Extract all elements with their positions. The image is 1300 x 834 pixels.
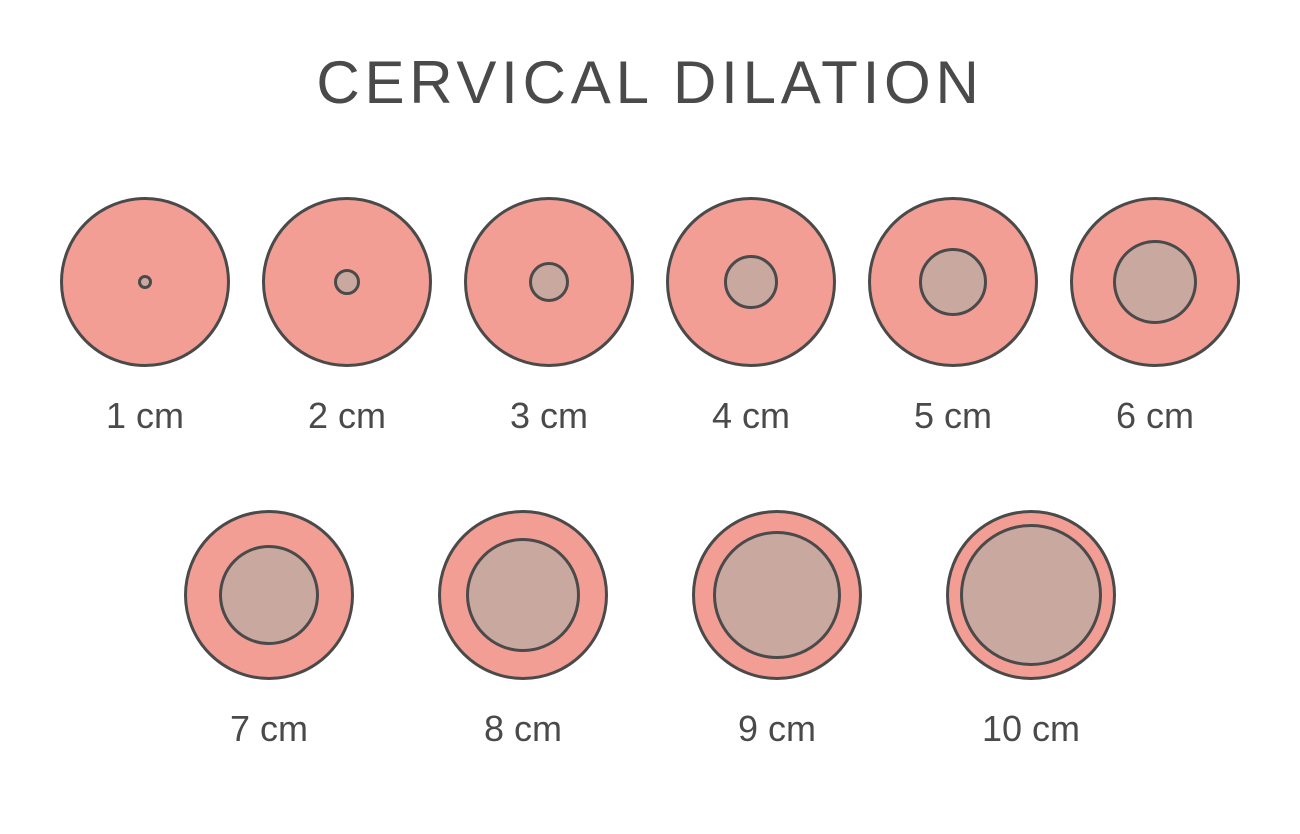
dilation-item: 3 cm <box>464 197 634 437</box>
dilation-item: 4 cm <box>666 197 836 437</box>
inner-circle <box>960 524 1102 666</box>
dilation-label: 1 cm <box>106 395 184 437</box>
dilation-label: 4 cm <box>712 395 790 437</box>
dilation-circle <box>184 510 354 680</box>
inner-circle <box>1113 240 1197 324</box>
dilation-circle <box>868 197 1038 367</box>
dilation-circle <box>946 510 1116 680</box>
dilation-label: 9 cm <box>738 708 816 750</box>
dilation-label: 2 cm <box>308 395 386 437</box>
dilation-item: 5 cm <box>868 197 1038 437</box>
dilation-circle <box>60 197 230 367</box>
inner-circle <box>334 269 360 295</box>
inner-circle <box>138 275 152 289</box>
page-title: CERVICAL DILATION <box>0 48 1300 117</box>
dilation-item: 1 cm <box>60 197 230 437</box>
dilation-item: 9 cm <box>692 510 862 750</box>
inner-circle <box>919 248 987 316</box>
dilation-item: 10 cm <box>946 510 1116 750</box>
dilation-label: 10 cm <box>982 708 1080 750</box>
inner-circle <box>529 262 569 302</box>
dilation-label: 3 cm <box>510 395 588 437</box>
dilation-circle <box>666 197 836 367</box>
dilation-circle <box>464 197 634 367</box>
dilation-circle <box>438 510 608 680</box>
dilation-label: 5 cm <box>914 395 992 437</box>
dilation-item: 2 cm <box>262 197 432 437</box>
dilation-item: 6 cm <box>1070 197 1240 437</box>
dilation-row-1: 1 cm 2 cm 3 cm 4 cm 5 cm 6 cm <box>0 197 1300 437</box>
inner-circle <box>466 538 580 652</box>
dilation-item: 7 cm <box>184 510 354 750</box>
dilation-circle <box>692 510 862 680</box>
dilation-circle <box>1070 197 1240 367</box>
dilation-label: 8 cm <box>484 708 562 750</box>
inner-circle <box>713 531 841 659</box>
inner-circle <box>724 255 778 309</box>
dilation-item: 8 cm <box>438 510 608 750</box>
dilation-circle <box>262 197 432 367</box>
dilation-label: 6 cm <box>1116 395 1194 437</box>
dilation-label: 7 cm <box>230 708 308 750</box>
inner-circle <box>219 545 319 645</box>
dilation-row-2: 7 cm 8 cm 9 cm 10 cm <box>0 510 1300 750</box>
